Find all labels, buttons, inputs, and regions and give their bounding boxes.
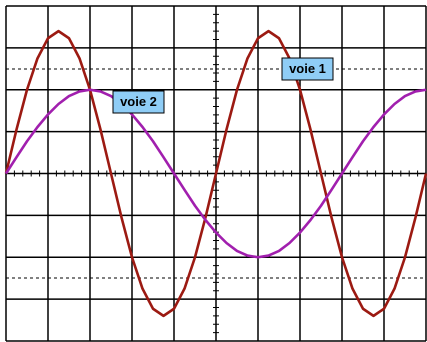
label-box [112, 90, 165, 114]
label-voie-1: voie 1 [281, 57, 334, 81]
curves [4, 29, 427, 318]
label-voie-2: voie 2 [112, 90, 165, 114]
label-box [281, 57, 334, 81]
series-label: voie 1 [289, 61, 326, 76]
series-label: voie 2 [120, 94, 157, 109]
series-line [4, 88, 427, 259]
series-line [4, 29, 427, 318]
